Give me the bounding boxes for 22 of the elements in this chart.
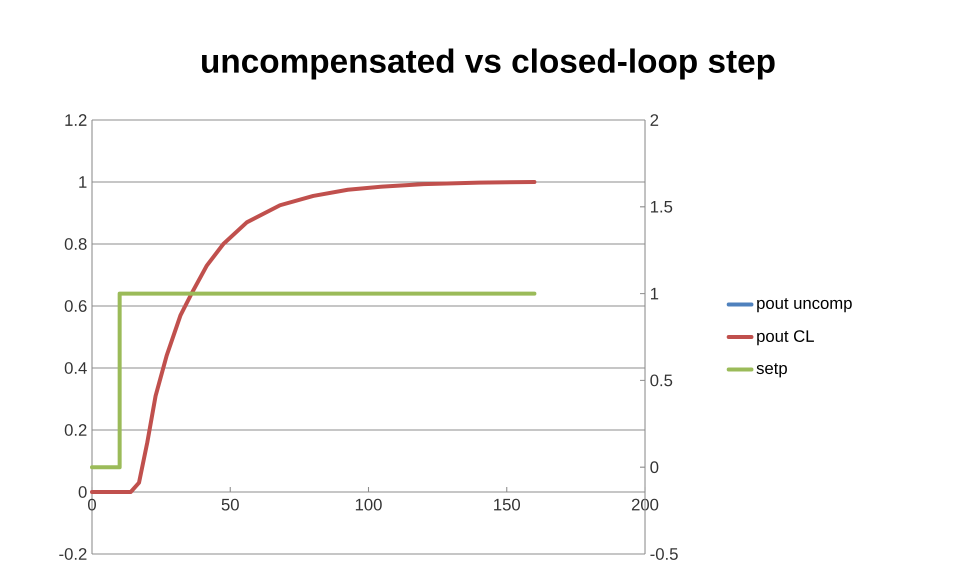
y2-tick-label: 0 bbox=[650, 461, 658, 474]
y-tick-label: 0.2 bbox=[64, 424, 86, 436]
y2-tick-label: 2 bbox=[650, 114, 658, 126]
y-tick-label: -0.2 bbox=[59, 548, 86, 560]
y2-tick-label: -0.5 bbox=[650, 548, 678, 560]
y-tick-label: 0.4 bbox=[64, 362, 87, 374]
line-series bbox=[90, 180, 536, 494]
y-tick-label: 0.8 bbox=[64, 238, 87, 250]
y2-tick-label: 1 bbox=[650, 288, 658, 300]
legend-label: pout CL bbox=[757, 330, 814, 346]
chart-title: uncompensated vs closed-loop step bbox=[202, 48, 775, 80]
y-tick-label: 0.6 bbox=[64, 300, 87, 312]
y2-tick-label: 0.5 bbox=[650, 374, 672, 386]
y2-tick-label: 1.5 bbox=[650, 200, 672, 213]
y-tick-label: 1 bbox=[79, 176, 86, 188]
x-tick-label: 150 bbox=[494, 498, 520, 511]
x-tick-label: 50 bbox=[222, 498, 239, 511]
x-tick-label: 100 bbox=[356, 498, 382, 511]
y-tick-label: 0 bbox=[78, 486, 87, 498]
legend-label: setp bbox=[756, 363, 787, 378]
legend-label: pout uncomp bbox=[757, 298, 852, 312]
y-tick-label: 1.2 bbox=[65, 114, 86, 126]
